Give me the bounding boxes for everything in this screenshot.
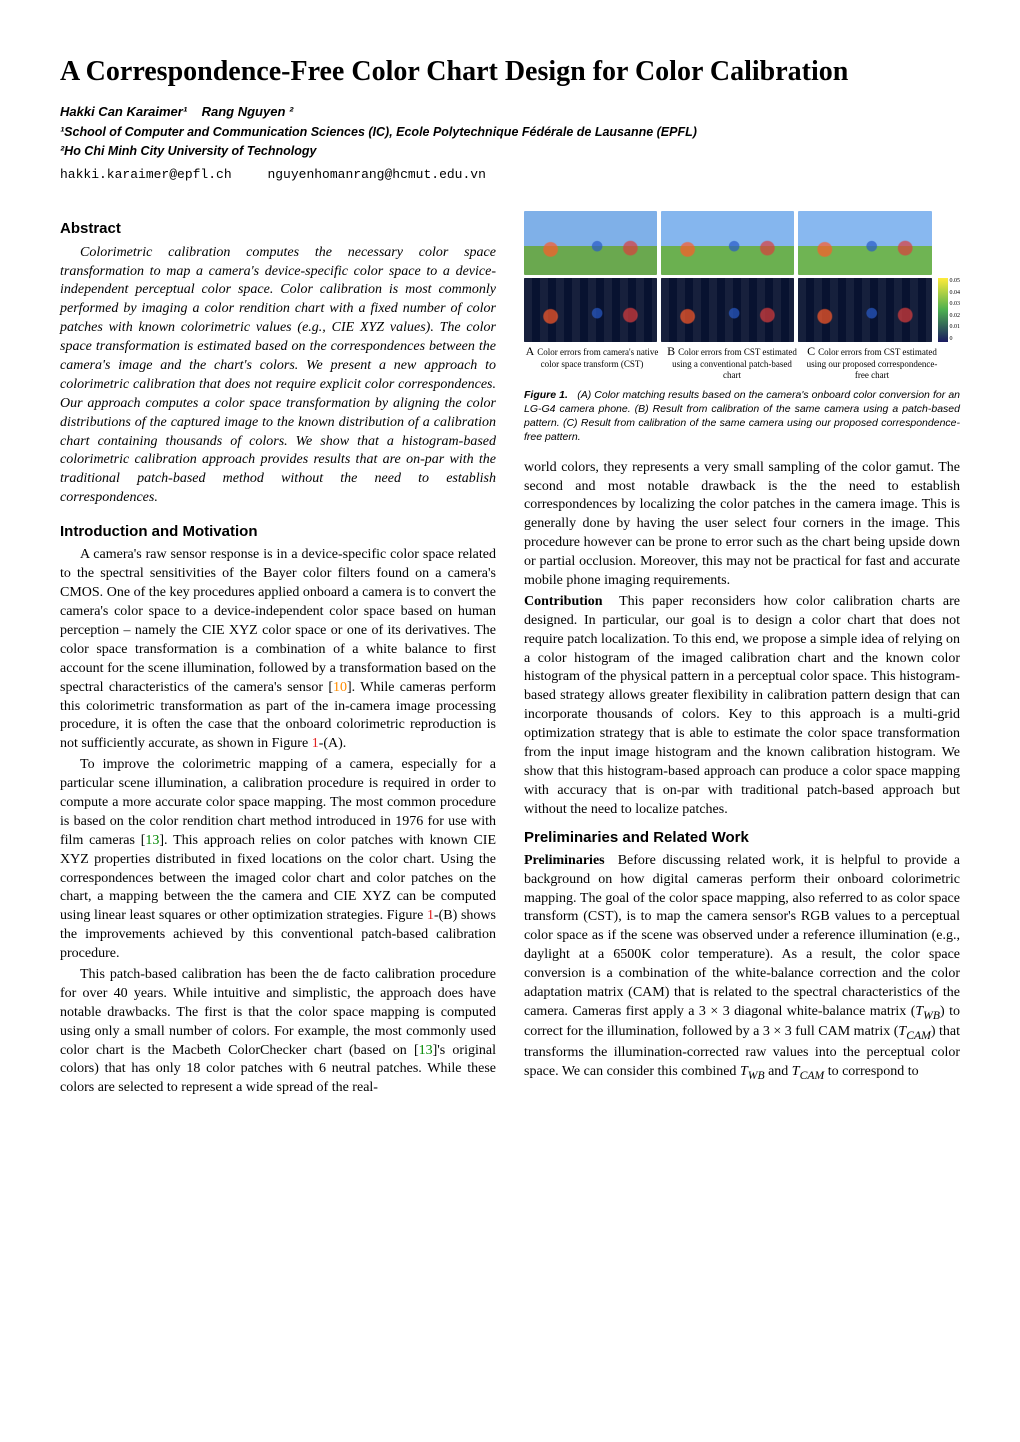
abstract-body: Colorimetric calibration computes the ne… <box>60 244 496 508</box>
fig1-a-top-image <box>524 211 657 275</box>
col2-continuation: world colors, they represents a very sma… <box>524 459 960 591</box>
fig1-a-heatmap <box>524 278 657 342</box>
intro-paragraph-3: This patch-based calibration has been th… <box>60 966 496 1098</box>
affiliation-2: ²Ho Chi Minh City University of Technolo… <box>60 143 960 160</box>
paper-title: A Correspondence-Free Color Chart Design… <box>60 55 960 89</box>
preliminaries-paragraph: Preliminaries Before discussing related … <box>524 852 960 1084</box>
fig1-sub-b-letter: B <box>667 345 675 359</box>
intro-paragraph-2: To improve the colorimetric mapping of a… <box>60 756 496 964</box>
fig1-sub-a: AColor errors from camera's native color… <box>524 345 660 379</box>
text: to correspond to <box>824 1064 918 1079</box>
cb-tick: 0.01 <box>950 324 961 331</box>
fig1-b-top-image <box>661 211 794 275</box>
figure-1-col-b <box>661 211 794 342</box>
text: and <box>765 1064 792 1079</box>
affiliation-1: ¹School of Computer and Communication Sc… <box>60 124 960 141</box>
email-1: hakki.karaimer@epfl.ch <box>60 167 232 182</box>
preliminaries-runin: Preliminaries <box>524 853 605 868</box>
figure-1-col-a <box>524 211 657 342</box>
figure-1-subcaptions: AColor errors from camera's native color… <box>524 345 960 379</box>
figure-ref-1b: 1 <box>427 908 434 923</box>
citation-10: 10 <box>333 680 347 695</box>
left-column: Abstract Colorimetric calibration comput… <box>60 211 496 1100</box>
fig1-sub-c-letter: C <box>807 345 815 359</box>
twb: T <box>915 1004 923 1019</box>
fig1-sub-a-text: Color errors from camera's native color … <box>537 347 658 369</box>
cb-tick: 0.03 <box>950 301 961 308</box>
twb2-sub: WB <box>748 1069 765 1082</box>
fig1-c-top-image <box>798 211 931 275</box>
contribution-text: This paper reconsiders how color calibra… <box>524 594 960 817</box>
colorbar-strip <box>938 278 948 342</box>
figure-1: 0.05 0.04 0.03 0.02 0.01 0 AColor errors… <box>524 211 960 444</box>
cb-tick: 0.04 <box>950 290 961 297</box>
figure-1-caption: Figure 1. (A) Color matching results bas… <box>524 388 960 445</box>
figure-1-caption-text: (A) Color matching results based on the … <box>524 389 960 444</box>
email-2: nguyenhomanrang@hcmut.edu.vn <box>267 167 485 182</box>
figure-ref-1a: 1 <box>312 736 319 751</box>
two-column-body: Abstract Colorimetric calibration comput… <box>60 211 960 1100</box>
fig1-c-heatmap <box>798 278 931 342</box>
citation-13a: 13 <box>145 833 159 848</box>
text: Before discussing related work, it is he… <box>524 853 960 1019</box>
tcam-sub: CAM <box>906 1029 931 1042</box>
tcam2: T <box>792 1064 800 1079</box>
contribution-runin: Contribution <box>524 594 603 609</box>
abstract-heading: Abstract <box>60 219 496 239</box>
tcam2-sub: CAM <box>800 1069 825 1082</box>
preliminaries-heading: Preliminaries and Related Work <box>524 828 960 848</box>
intro-paragraph-1: A camera's raw sensor response is in a d… <box>60 546 496 754</box>
fig1-sub-b-text: Color errors from CST estimated using a … <box>672 347 797 379</box>
figure-1-col-c <box>798 211 931 342</box>
fig1-b-heatmap <box>661 278 794 342</box>
figure-1-images: 0.05 0.04 0.03 0.02 0.01 0 <box>524 211 960 342</box>
text: -(A). <box>319 736 347 751</box>
twb-sub: WB <box>923 1009 940 1022</box>
author-emails: hakki.karaimer@epfl.ch nguyenhomanrang@h… <box>60 166 960 184</box>
contribution-paragraph: Contribution This paper reconsiders how … <box>524 593 960 820</box>
figure-1-number: Figure 1. <box>524 389 568 401</box>
authors-line: Hakki Can Karaimer¹ Rang Nguyen ² <box>60 103 960 121</box>
right-column: 0.05 0.04 0.03 0.02 0.01 0 AColor errors… <box>524 211 960 1100</box>
figure-1-colorbar: 0.05 0.04 0.03 0.02 0.01 0 <box>936 211 961 342</box>
fig1-sub-c-text: Color errors from CST estimated using ou… <box>807 347 938 379</box>
introduction-heading: Introduction and Motivation <box>60 522 496 542</box>
cb-tick: 0.05 <box>950 278 961 285</box>
cb-tick: 0.02 <box>950 313 961 320</box>
fig1-sub-a-letter: A <box>526 345 535 359</box>
text: A camera's raw sensor response is in a d… <box>60 547 496 694</box>
cb-tick: 0 <box>950 336 961 343</box>
twb2: T <box>740 1064 748 1079</box>
fig1-sub-b: BColor errors from CST estimated using a… <box>664 345 800 379</box>
citation-13b: 13 <box>419 1043 433 1058</box>
colorbar-labels: 0.05 0.04 0.03 0.02 0.01 0 <box>950 278 961 342</box>
fig1-sub-c: CColor errors from CST estimated using o… <box>804 345 940 379</box>
